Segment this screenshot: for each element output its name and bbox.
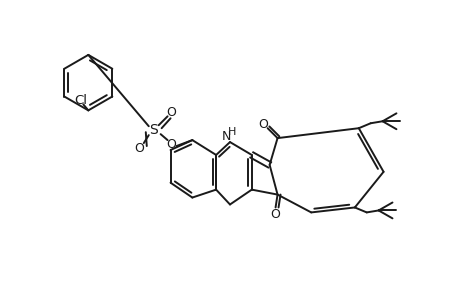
Text: H: H xyxy=(227,127,235,137)
Text: O: O xyxy=(270,208,280,221)
Text: S: S xyxy=(149,123,158,137)
Text: O: O xyxy=(258,118,268,131)
Text: Cl: Cl xyxy=(74,94,87,107)
Text: O: O xyxy=(166,106,176,119)
Text: O: O xyxy=(134,142,144,154)
Text: O: O xyxy=(166,138,176,151)
Text: N: N xyxy=(221,130,230,142)
